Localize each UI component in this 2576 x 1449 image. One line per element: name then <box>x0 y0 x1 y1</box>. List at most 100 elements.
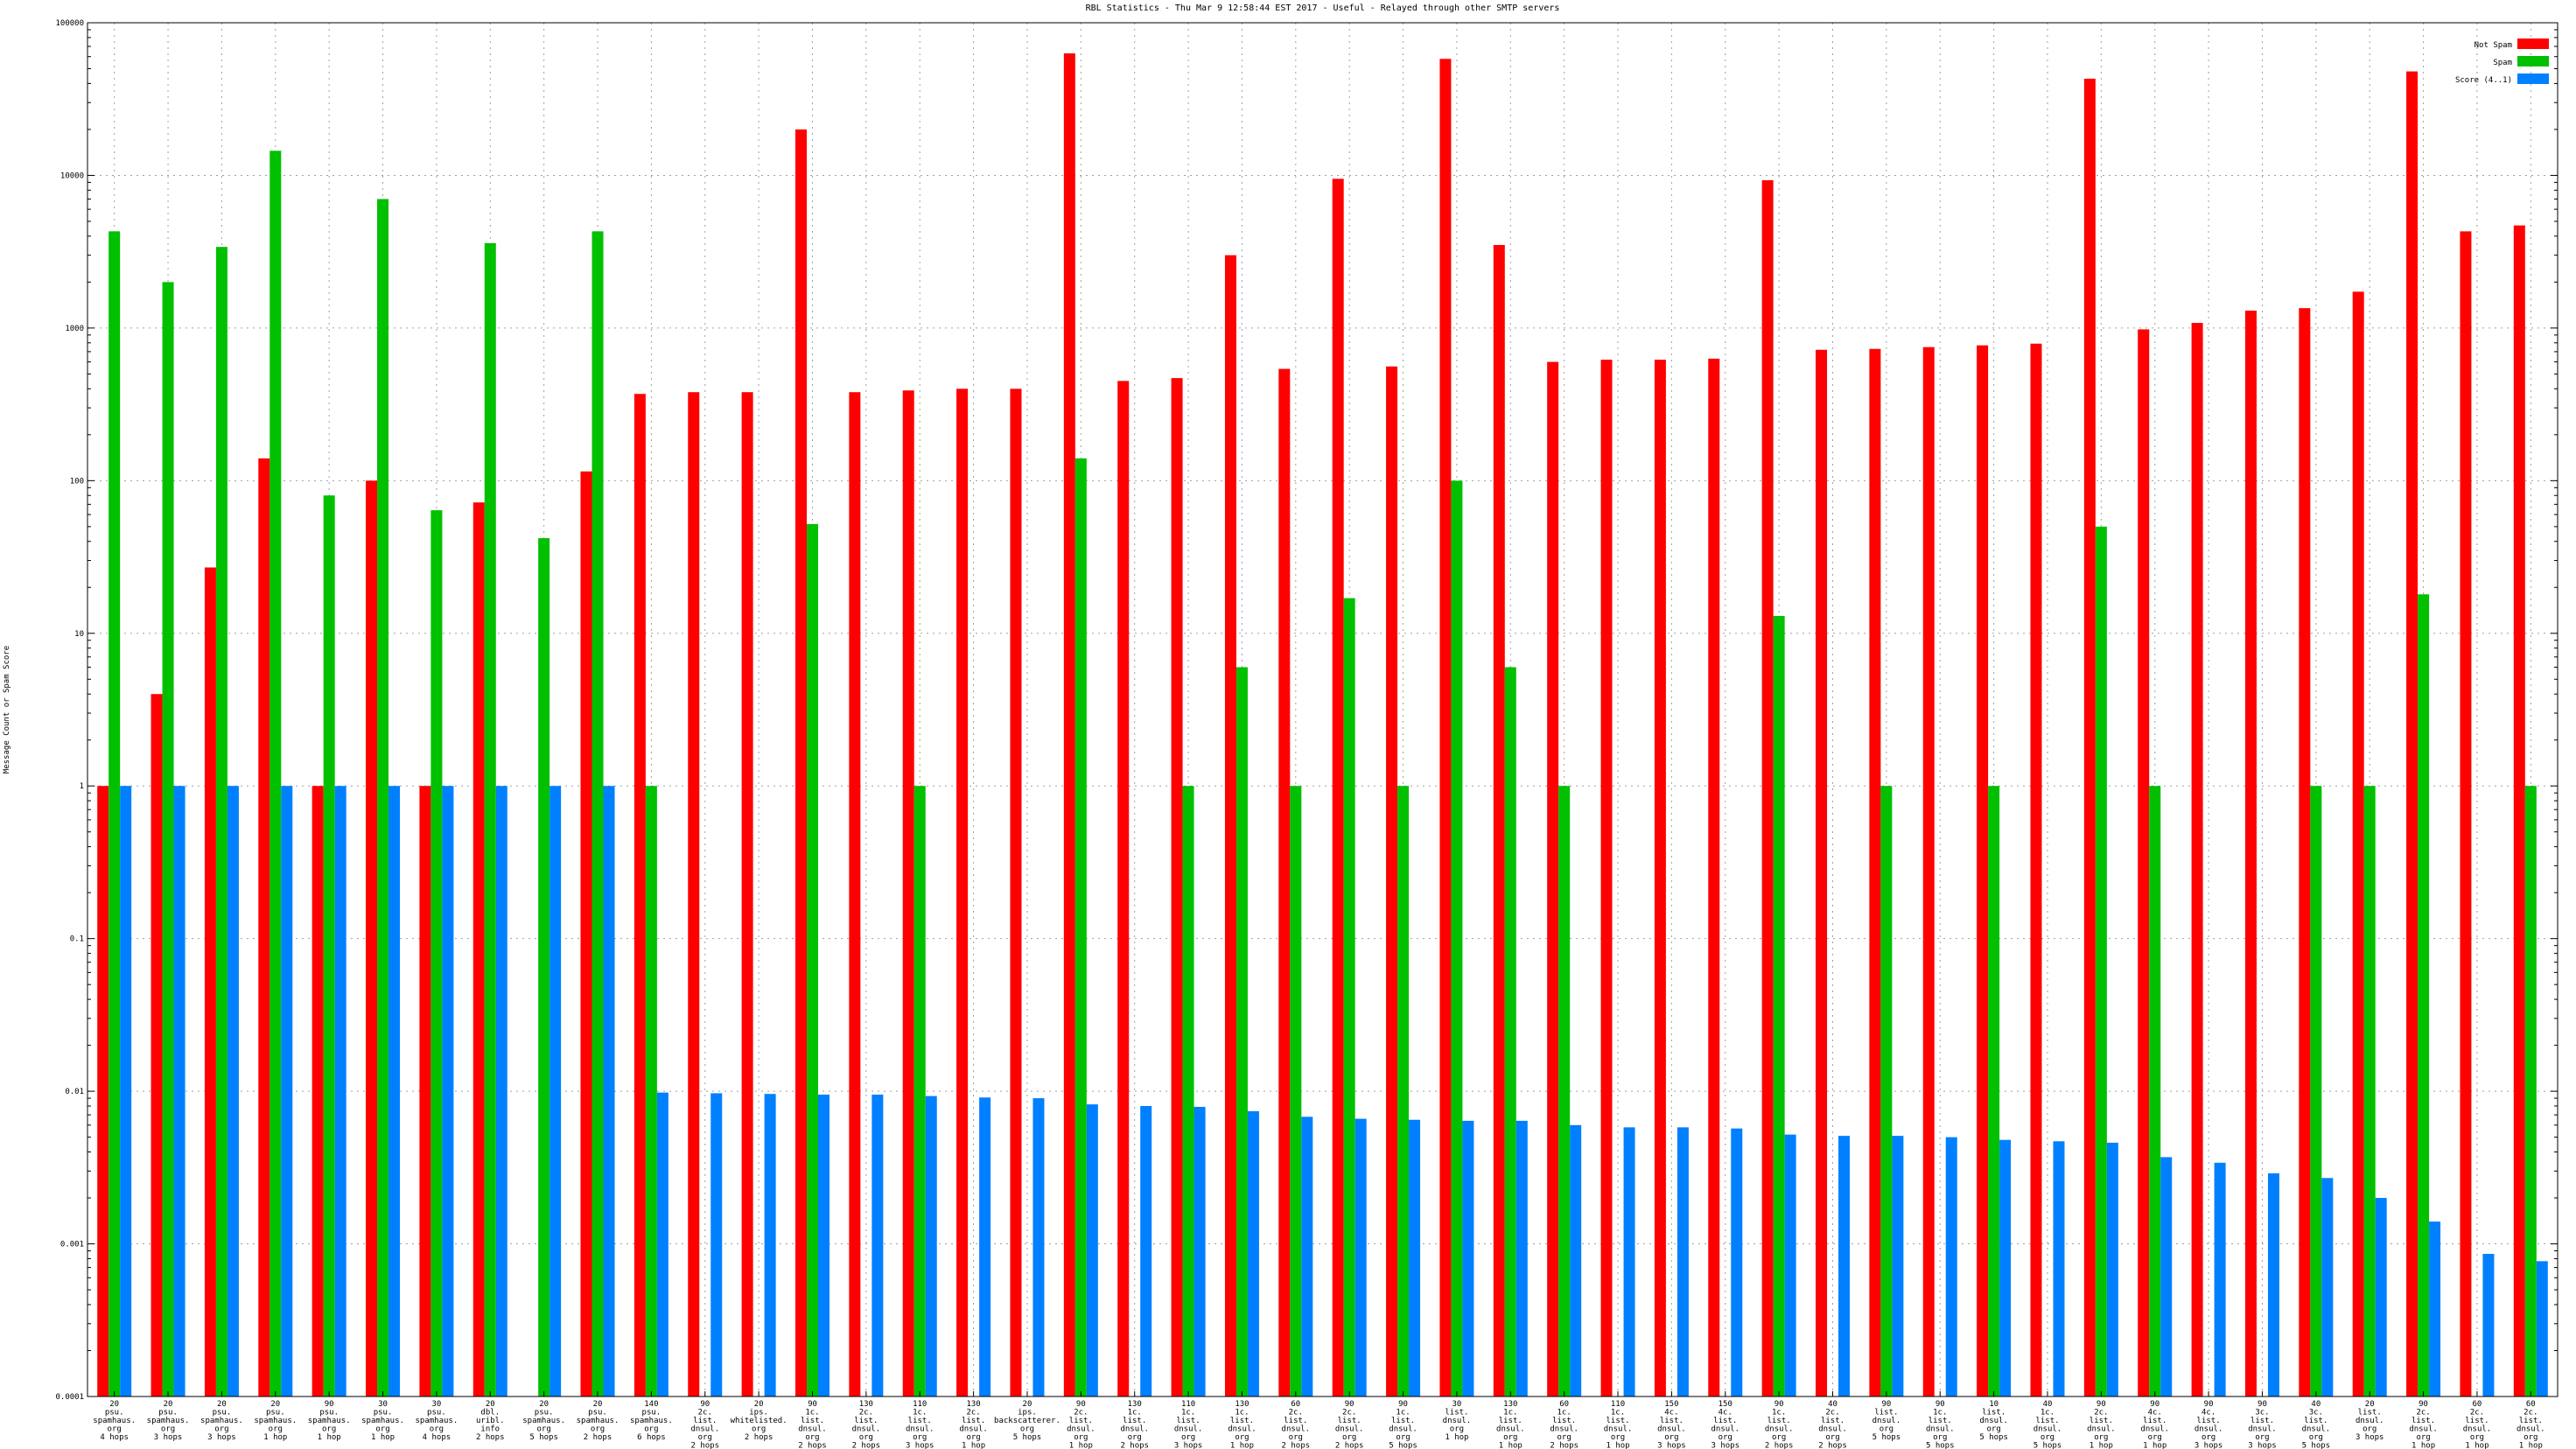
y-tick-label: 0.0001 <box>55 1393 84 1402</box>
score-bar <box>1032 1098 1045 1396</box>
x-category-label-line: 40 <box>2043 1400 2053 1409</box>
x-category-label-line: 130 <box>966 1400 980 1409</box>
x-category-label-line: 130 <box>1128 1400 1142 1409</box>
x-category-label-line: org <box>161 1425 175 1434</box>
spam-bar <box>2310 786 2322 1396</box>
x-category-label-line: 90 <box>1774 1400 1784 1409</box>
x-category-label-line: org <box>1664 1433 1678 1442</box>
x-category-label-line: 150 <box>1718 1400 1732 1409</box>
x-category-label-line: 2 hops <box>476 1433 505 1442</box>
chart-title: RBL Statistics - Thu Mar 9 12:58:44 EST … <box>1086 4 1560 13</box>
x-category-label-line: org <box>1450 1425 1464 1434</box>
x-category-label-line: 1c. <box>913 1409 927 1418</box>
spam-bar <box>162 282 174 1397</box>
x-category-label: 20 psu. spamhaus. org 1 hop <box>254 1400 297 1442</box>
x-category-label-line: 3 hops <box>2248 1442 2277 1449</box>
y-tick-label: 0.1 <box>70 935 84 944</box>
x-category-label-line: list. <box>1391 1417 1415 1425</box>
x-category-label-line: list. <box>2197 1417 2221 1425</box>
x-category-label: 20 psu. spamhaus. org 2 hops <box>577 1400 620 1442</box>
x-category-label-line: dnsul. <box>2194 1425 2223 1434</box>
x-category-label-line: psu. <box>374 1409 393 1418</box>
x-category-label-line: 90 <box>2258 1400 2267 1409</box>
spam-bar <box>645 786 657 1396</box>
not-spam-bar <box>1063 53 1075 1397</box>
x-category-label-line: 1c. <box>1933 1409 1947 1418</box>
not-spam-bar <box>1977 345 1989 1396</box>
score-bar <box>764 1094 776 1396</box>
x-category-label-line: list. <box>1499 1417 1522 1425</box>
x-category-label-line: 1c. <box>1558 1409 1572 1418</box>
x-category-label-line: backscatterer. <box>994 1417 1060 1425</box>
not-spam-bar <box>2406 71 2418 1396</box>
x-category-label: 10 list. dnsul. org 5 hops <box>1979 1400 2008 1442</box>
x-category-label-line: org <box>1074 1433 1088 1442</box>
score-bar <box>2375 1198 2387 1396</box>
x-category-label-line: dnsul. <box>1335 1425 1364 1434</box>
x-category-label-line: 150 <box>1664 1400 1678 1409</box>
x-category-label-line: 60 <box>2526 1400 2536 1409</box>
spam-bar <box>215 247 228 1397</box>
x-category-label: 110 1c. list. dnsul. org 3 hops <box>906 1400 934 1449</box>
x-category-label-line: spamhaus. <box>147 1417 190 1425</box>
x-category-label: 90 1c. list. dnsul. org 2 hops <box>1765 1400 1794 1449</box>
x-category-label-line: spamhaus. <box>308 1417 351 1425</box>
not-spam-bar <box>741 392 753 1396</box>
x-category-label-line: 1 hop <box>2519 1442 2543 1449</box>
spam-bar <box>2095 526 2107 1396</box>
x-category-label-line: uribl. <box>476 1417 505 1425</box>
x-category-label-line: 2c. <box>1074 1409 1088 1418</box>
not-spam-bar <box>1708 358 1720 1396</box>
y-tick-label: 100000 <box>55 19 84 28</box>
not-spam-bar <box>2513 225 2525 1396</box>
x-category-label-line: list. <box>2143 1417 2166 1425</box>
score-bar <box>2214 1162 2226 1396</box>
score-bar <box>1784 1134 1796 1396</box>
x-category-label-line: dnsul. <box>2248 1425 2277 1434</box>
x-category-label-line: 90 <box>2204 1400 2214 1409</box>
spam-bar <box>592 231 604 1397</box>
score-bar <box>603 786 615 1396</box>
score-bar <box>710 1093 723 1396</box>
spam-bar <box>1451 480 1463 1397</box>
x-category-label-line: 3 hops <box>1174 1442 1203 1449</box>
x-category-label: 20 dbl. uribl. info 2 hops <box>476 1400 505 1442</box>
x-category-label-line: org <box>591 1425 605 1434</box>
score-bar <box>1086 1104 1098 1396</box>
x-category-label-line: 6 hops <box>637 1433 666 1442</box>
not-spam-bar <box>419 786 431 1396</box>
x-category-label-line: ips. <box>1018 1409 1037 1418</box>
x-category-label: 130 1c. list. dnsul. org 1 hop <box>1496 1400 1525 1449</box>
x-category-label-line: list. <box>1768 1417 1791 1425</box>
score-bar <box>2106 1142 2118 1396</box>
x-category-label-line: 20 <box>593 1400 603 1409</box>
legend-label: Not Spam <box>2474 41 2512 50</box>
not-spam-bar <box>2352 291 2364 1397</box>
not-spam-bar <box>1278 368 1291 1397</box>
x-category-label-line: 1c. <box>805 1409 819 1418</box>
x-category-label: 90 2c. list. dnsul. org 2 hops <box>1335 1400 1364 1449</box>
score-bar <box>2429 1222 2441 1396</box>
x-category-label-line: 2 hops <box>1335 1442 1364 1449</box>
x-category-label-line: dnsul. <box>1979 1417 2008 1425</box>
x-category-label-line: 20 <box>2365 1400 2375 1409</box>
x-category-label-line: dnsul. <box>1389 1425 1418 1434</box>
spam-bar <box>1397 786 1410 1396</box>
x-category-label-line: list. <box>854 1417 878 1425</box>
x-category-label-line: list. <box>2090 1417 2113 1425</box>
x-category-label-line: org <box>1611 1433 1625 1442</box>
x-category-label-line: 5 hops <box>1013 1433 1042 1442</box>
x-category-label-line: org <box>2362 1425 2376 1434</box>
x-category-label-line: org <box>698 1433 712 1442</box>
x-category-label-line: org <box>1181 1433 1195 1442</box>
spam-bar <box>1236 667 1248 1396</box>
x-category-label: 130 1c. list. dnsul. org 1 hop <box>1228 1400 1256 1449</box>
score-bar <box>1570 1124 1582 1396</box>
x-category-label-line: 1 hop <box>263 1433 287 1442</box>
not-spam-bar <box>312 786 324 1396</box>
not-spam-bar <box>1547 361 1559 1397</box>
x-category-label-line: 3 hops <box>207 1433 236 1442</box>
x-category-label-line: 20 <box>109 1400 119 1409</box>
x-category-label-line: psu. <box>158 1409 178 1418</box>
x-category-label-line: dnsul. <box>1872 1417 1901 1425</box>
